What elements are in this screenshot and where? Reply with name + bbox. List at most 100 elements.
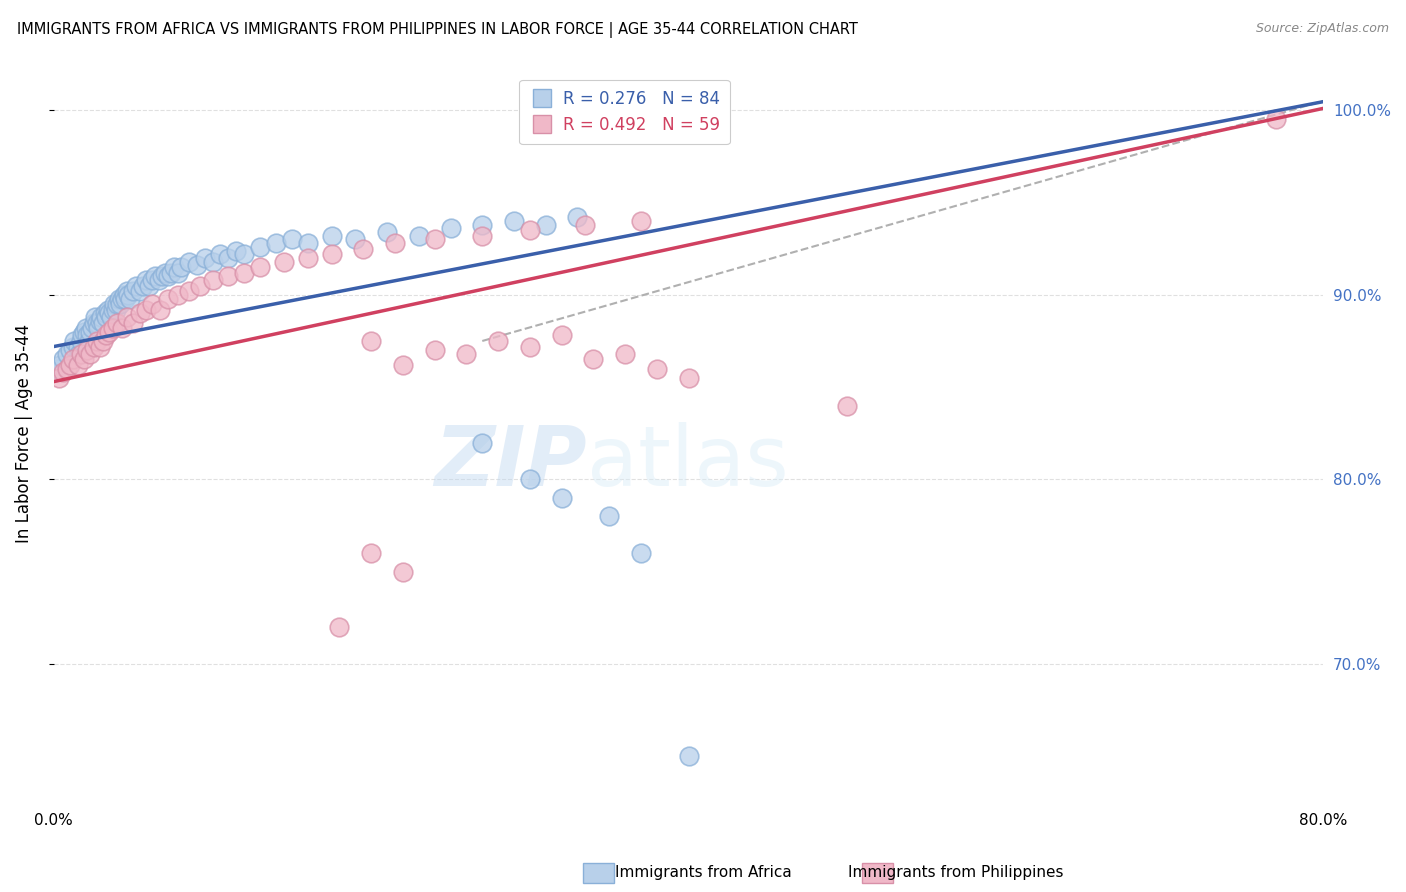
Point: [141, 297, 163, 311]
Point: [108, 292, 131, 306]
Point: [567, 211, 589, 225]
Point: [111, 321, 134, 335]
Point: [408, 228, 430, 243]
Point: [87, 321, 110, 335]
Point: [98, 325, 121, 339]
Point: [344, 232, 367, 246]
Point: [135, 273, 157, 287]
Point: [105, 316, 128, 330]
Point: [73, 352, 96, 367]
Point: [321, 228, 343, 243]
Point: [1264, 112, 1286, 127]
Point: [217, 251, 239, 265]
Point: [264, 236, 287, 251]
Point: [352, 242, 374, 256]
Point: [62, 352, 84, 367]
Point: [80, 321, 103, 335]
Point: [114, 292, 136, 306]
Point: [59, 358, 82, 372]
Point: [163, 260, 186, 274]
Point: [62, 339, 84, 353]
Point: [503, 214, 526, 228]
Point: [209, 247, 232, 261]
Legend: R = 0.276   N = 84, R = 0.492   N = 59: R = 0.276 N = 84, R = 0.492 N = 59: [519, 79, 730, 145]
Point: [534, 218, 557, 232]
Point: [471, 435, 494, 450]
Point: [456, 347, 478, 361]
Point: [630, 214, 652, 228]
Point: [145, 269, 167, 284]
Point: [79, 347, 101, 361]
Point: [249, 260, 271, 274]
Point: [66, 358, 89, 372]
Point: [101, 321, 124, 335]
Point: [423, 232, 446, 246]
Point: [519, 223, 541, 237]
Point: [75, 321, 97, 335]
Point: [67, 347, 90, 361]
Point: [91, 334, 114, 348]
Point: [86, 316, 108, 330]
Point: [115, 310, 138, 324]
Point: [101, 302, 124, 317]
Point: [471, 218, 494, 232]
Point: [486, 334, 509, 348]
Point: [148, 273, 170, 287]
Point: [138, 278, 160, 293]
Point: [103, 297, 125, 311]
Text: Immigrants from Philippines: Immigrants from Philippines: [848, 865, 1064, 880]
Point: [69, 334, 91, 348]
Point: [177, 254, 200, 268]
Point: [392, 565, 415, 579]
Point: [519, 339, 541, 353]
Point: [439, 221, 461, 235]
Point: [233, 266, 256, 280]
Point: [55, 361, 77, 376]
Point: [96, 310, 118, 324]
Point: [89, 314, 111, 328]
Point: [93, 306, 115, 320]
Point: [72, 328, 94, 343]
Y-axis label: In Labor Force | Age 35-44: In Labor Force | Age 35-44: [15, 324, 32, 543]
Point: [52, 352, 75, 367]
Point: [166, 288, 188, 302]
Point: [360, 334, 382, 348]
Point: [233, 247, 256, 261]
Point: [79, 325, 101, 339]
Point: [177, 284, 200, 298]
Point: [63, 334, 86, 348]
Point: [100, 310, 122, 324]
Point: [150, 269, 173, 284]
Point: [91, 316, 114, 330]
Point: [98, 306, 121, 320]
Point: [678, 749, 700, 764]
Point: [519, 472, 541, 486]
Point: [96, 328, 118, 343]
Point: [328, 620, 350, 634]
Point: [86, 334, 108, 348]
Point: [49, 358, 72, 372]
Point: [141, 273, 163, 287]
Point: [471, 228, 494, 243]
Point: [48, 371, 70, 385]
Point: [55, 347, 77, 361]
Point: [77, 334, 100, 348]
Point: [166, 266, 188, 280]
Point: [46, 361, 69, 376]
Text: IMMIGRANTS FROM AFRICA VS IMMIGRANTS FROM PHILIPPINES IN LABOR FORCE | AGE 35-44: IMMIGRANTS FROM AFRICA VS IMMIGRANTS FRO…: [17, 22, 858, 38]
Point: [582, 352, 605, 367]
Point: [598, 509, 620, 524]
Point: [837, 399, 859, 413]
Point: [89, 339, 111, 353]
Point: [128, 284, 150, 298]
Point: [52, 365, 75, 379]
Point: [375, 225, 398, 239]
Point: [118, 292, 141, 306]
Point: [160, 266, 183, 280]
Point: [76, 328, 98, 343]
Point: [110, 297, 132, 311]
Point: [678, 371, 700, 385]
Text: Source: ZipAtlas.com: Source: ZipAtlas.com: [1256, 22, 1389, 36]
Point: [122, 284, 145, 298]
Point: [201, 273, 224, 287]
